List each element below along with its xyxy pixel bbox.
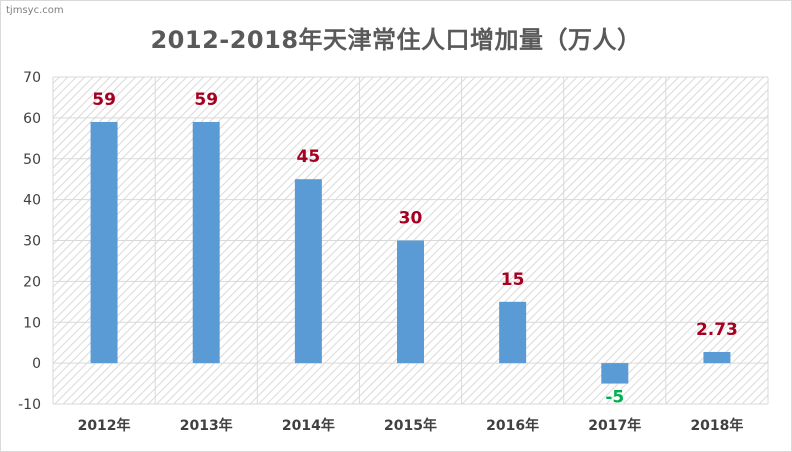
y-tick-label: 0 [32, 356, 41, 372]
bar-4 [499, 301, 527, 364]
y-tick-label: 60 [23, 111, 41, 127]
x-category-label: 2015年 [384, 417, 437, 434]
x-category-label: 2018年 [690, 417, 743, 434]
x-category-label: 2013年 [180, 417, 233, 434]
y-tick-label: 40 [23, 193, 41, 209]
y-tick-label: 70 [23, 70, 41, 86]
bar-1 [192, 121, 220, 364]
x-category-label: 2017年 [588, 417, 641, 434]
bar-5 [601, 363, 629, 384]
y-tick-label: -10 [18, 397, 41, 413]
x-category-label: 2012年 [78, 417, 131, 434]
watermark: tjmsyc.com [6, 5, 64, 16]
y-tick-label: 50 [23, 152, 41, 168]
data-label: -5 [605, 388, 624, 408]
bar-6 [703, 351, 731, 364]
y-tick-label: 30 [23, 234, 41, 250]
chart-title: 2012-2018年天津常住人口增加量（万人） [150, 26, 642, 54]
y-tick-label: 20 [23, 274, 41, 290]
bar-2 [294, 179, 322, 364]
bar-3 [397, 240, 424, 364]
y-tick-label: 10 [23, 315, 41, 331]
data-label: 59 [92, 90, 116, 110]
data-label: 2.73 [696, 320, 738, 340]
data-label: 59 [194, 90, 218, 110]
data-label: 15 [501, 270, 525, 290]
x-category-label: 2014年 [282, 417, 335, 434]
bar-0 [90, 121, 118, 364]
data-label: 45 [297, 147, 321, 167]
x-category-label: 2016年 [486, 417, 539, 434]
data-label: 30 [399, 209, 423, 229]
